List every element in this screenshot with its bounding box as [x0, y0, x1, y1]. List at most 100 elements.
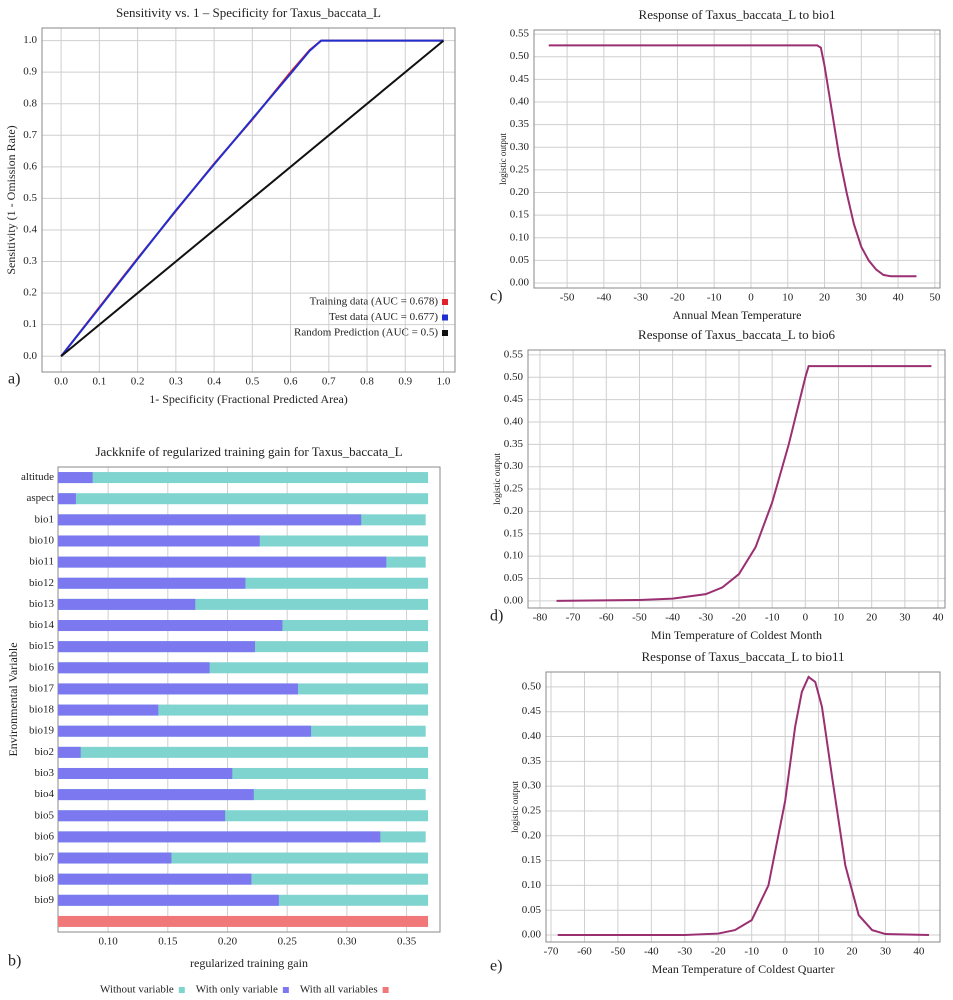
x-tick-label: 40 [933, 612, 945, 624]
bar [58, 535, 260, 547]
x-tick-label: -50 [560, 292, 575, 304]
y-tick-label: 0.45 [522, 705, 542, 717]
y-axis-label: Environmental Variable [6, 642, 20, 756]
x-tick-label: -70 [544, 946, 559, 958]
legend-label: With only variable [196, 984, 278, 996]
bar [58, 767, 233, 779]
y-tick-label: 0.35 [522, 755, 542, 767]
x-tick-label: -40 [665, 612, 680, 624]
x-tick-label: 10 [813, 946, 825, 958]
x-tick-label: 30 [899, 612, 911, 624]
legend-swatch [178, 987, 185, 993]
x-tick-label: -60 [599, 612, 614, 624]
y-axis-label: logistic output [492, 453, 502, 505]
bar [58, 493, 76, 505]
x-tick-label: 0.8 [360, 376, 374, 388]
plot-frame [533, 29, 941, 289]
bar [58, 915, 429, 927]
y-tick-label: 0.15 [504, 527, 524, 539]
panel-label: c) [490, 288, 502, 305]
x-axis-label: Annual Mean Temperature [673, 308, 802, 322]
x-tick-label: 30 [856, 292, 868, 304]
y-tick-label: altitude [21, 471, 54, 483]
y-tick-label: bio16 [29, 661, 55, 673]
x-tick-label: -10 [744, 946, 759, 958]
y-tick-label: aspect [27, 492, 54, 504]
x-tick-label: 20 [819, 292, 831, 304]
y-tick-label: 0.15 [510, 209, 530, 221]
panel-label: d) [490, 608, 503, 625]
bar [58, 662, 210, 674]
bar [58, 725, 312, 737]
line-series [556, 365, 932, 602]
bar [58, 598, 429, 610]
y-tick-label: 0.10 [504, 550, 524, 562]
y-tick-label: 0.10 [522, 879, 542, 891]
x-tick-label: -70 [566, 612, 581, 624]
y-tick-label: 0.9 [23, 66, 37, 78]
bar [58, 662, 429, 674]
y-tick-label: 0.45 [504, 393, 524, 405]
y-tick-label: 0.40 [510, 95, 530, 107]
y-tick-label: 0.20 [522, 829, 542, 841]
bar [58, 472, 93, 484]
bar [58, 493, 429, 505]
y-tick-label: 0.50 [522, 680, 542, 692]
x-tick-label: 0.5 [245, 376, 259, 388]
y-tick-label: bio4 [34, 788, 54, 800]
x-tick-label: 30 [880, 946, 892, 958]
x-axis-label: 1- Specificity (Fractional Predicted Are… [149, 392, 348, 406]
y-tick-label: 0.50 [504, 371, 524, 383]
bar [58, 852, 429, 864]
line-series [60, 39, 445, 357]
x-tick-label: -20 [732, 612, 747, 624]
x-tick-label: -10 [707, 292, 722, 304]
x-tick-label: -30 [698, 612, 713, 624]
x-tick-label: 0.10 [99, 936, 119, 948]
y-tick-label: 0.05 [522, 904, 542, 916]
y-tick-label: 0.00 [504, 594, 524, 606]
y-tick-label: bio17 [29, 682, 55, 694]
y-tick-label: 0.30 [510, 141, 530, 153]
y-tick-label: 0.05 [504, 572, 524, 584]
x-tick-label: 0.15 [158, 936, 178, 948]
plot-frame [527, 349, 946, 609]
plot-area [534, 30, 940, 288]
panel-label: e) [490, 958, 502, 975]
y-tick-label: 0.35 [510, 118, 530, 130]
x-tick-label: 0.1 [92, 376, 106, 388]
y-tick-label: 0.25 [522, 805, 542, 817]
bar [58, 894, 279, 906]
y-axis-label: logistic output [510, 781, 520, 833]
y-tick-label: bio8 [34, 873, 54, 885]
y-tick-label: 0.25 [504, 483, 524, 495]
y-tick-label: 0.4 [23, 224, 37, 236]
bar [58, 620, 283, 632]
x-tick-label: -50 [632, 612, 647, 624]
y-tick-label: bio5 [34, 809, 54, 821]
bar [58, 683, 298, 695]
bar [58, 746, 429, 758]
y-tick-label: bio2 [34, 746, 54, 758]
x-tick-label: 0 [803, 612, 809, 624]
plot-frame [545, 671, 941, 943]
y-tick-label: 0.1 [23, 318, 37, 330]
x-tick-label: -20 [670, 292, 685, 304]
x-tick-label: 40 [893, 292, 905, 304]
bar [58, 873, 252, 885]
y-tick-label: 0.00 [522, 929, 542, 941]
x-tick-label: 0 [748, 292, 754, 304]
y-tick-label: 0.40 [522, 730, 542, 742]
y-tick-label: 0.3 [23, 255, 37, 267]
bar [58, 641, 255, 653]
y-tick-label: 1.0 [23, 34, 37, 46]
legend-swatch [442, 314, 448, 321]
line-series [557, 675, 929, 937]
x-tick-label: 0.0 [54, 376, 68, 388]
panel-label: b) [8, 953, 21, 970]
chart-title: Sensitivity vs. 1 – Specificity for Taxu… [116, 5, 381, 20]
bar [58, 789, 254, 801]
bar [58, 831, 381, 843]
plot-area [546, 672, 940, 942]
